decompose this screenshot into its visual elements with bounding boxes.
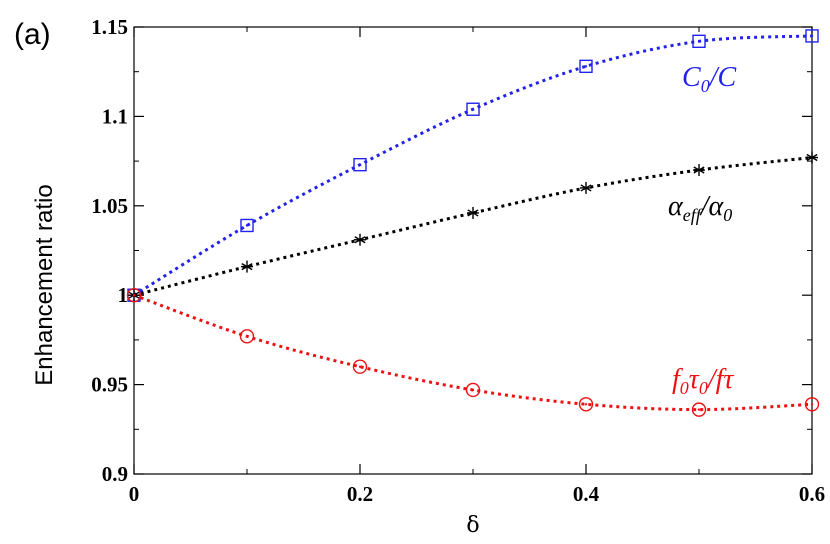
- x-tick-label: 0.4: [573, 482, 600, 506]
- data-point-circle: [126, 288, 142, 303]
- series-label-part: C: [682, 62, 701, 93]
- data-point-square: [692, 34, 706, 49]
- series-label-0: C0/C: [682, 62, 736, 96]
- data-point-circle: [804, 397, 820, 412]
- y-tick-label: 1: [118, 283, 129, 307]
- x-axis-label: δ: [466, 513, 479, 538]
- series-label-part: /fτ: [706, 364, 735, 395]
- data-point-circle: [239, 329, 255, 344]
- y-tick-label: 1.15: [91, 15, 128, 39]
- y-tick-label: 0.9: [102, 462, 128, 486]
- series-label-part: /α: [699, 191, 725, 222]
- data-point-asterisk: [354, 233, 366, 246]
- data-point-asterisk: [467, 206, 479, 219]
- series-label-part: 0: [680, 378, 689, 398]
- data-point-square: [805, 29, 819, 43]
- series-label-2: f0τ0/fτ: [672, 364, 734, 398]
- series-label-part: τ: [689, 364, 700, 395]
- series-label-part: 0: [723, 205, 732, 225]
- data-point-square: [579, 59, 593, 74]
- tick-marks: [133, 26, 813, 475]
- x-tick-label: 0: [129, 482, 140, 506]
- x-tick-label: 0.2: [347, 482, 373, 506]
- data-point-circle: [578, 397, 594, 412]
- data-point-square: [240, 218, 254, 233]
- data-point-asterisk: [806, 151, 818, 164]
- data-point-asterisk: [693, 164, 705, 177]
- data-point-asterisk: [241, 260, 253, 273]
- plot-frame: [133, 26, 813, 475]
- series-label-part: 0: [699, 378, 708, 398]
- y-axis-label: Enhancement ratio: [31, 184, 58, 385]
- panel-label: (a): [14, 18, 51, 51]
- series-label-part: eff: [683, 205, 704, 225]
- series-label-part: /C: [708, 62, 737, 93]
- y-tick-label: 1.1: [102, 104, 128, 128]
- y-tick-label: 0.95: [91, 373, 128, 397]
- series-label-1: αeff/α0: [668, 191, 732, 225]
- x-tick-label: 0.6: [799, 482, 825, 506]
- series-markers: [126, 29, 820, 417]
- data-point-circle: [352, 359, 368, 374]
- data-point-square: [466, 102, 480, 116]
- y-tick-label: 1.05: [91, 194, 128, 218]
- data-point-circle: [691, 402, 707, 417]
- series-label-part: f: [672, 364, 683, 395]
- data-point-circle: [465, 382, 481, 398]
- series-label-part: α: [668, 191, 684, 222]
- data-point-square: [353, 157, 367, 172]
- series-label-part: 0: [701, 76, 710, 96]
- data-point-asterisk: [580, 181, 592, 194]
- tick-labels: 0 0.2 0.4 0.6 0.9 0.95 1 1.05 1.1 1.15: [91, 15, 825, 506]
- series-line-1: [133, 156, 813, 297]
